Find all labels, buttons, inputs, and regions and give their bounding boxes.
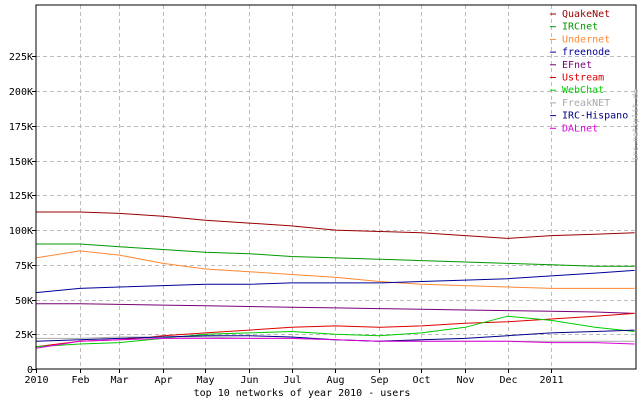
legend-item: IRC-Hispano [562,111,628,122]
legend-item: WebChat [562,85,604,96]
y-tick-label: 125K [9,191,33,202]
x-tick-label: Dec [499,375,517,386]
watermark-text: irc.netsplit.de [631,89,640,161]
x-tick-label: Feb [71,375,89,386]
series-line-freenode [35,269,635,294]
x-tick-label: Mar [110,375,128,386]
legend-item: QuakeNet [562,9,610,20]
x-tick-label: Nov [456,375,474,386]
legend-item: IRCnet [562,22,598,33]
legend-item: Undernet [562,34,610,45]
x-tick-label: Aug [326,375,344,386]
y-tick-label: 100K [9,226,33,237]
y-tick-label: 225K [9,52,33,63]
series-lines [35,211,635,349]
series-line-webchat [35,315,635,348]
legend-item: Ustream [562,73,604,84]
y-axis-ticks: 0 25K 50K 75K 100K 125K 150K 175K 200K 225K [9,52,36,376]
x-tick-label: Jul [283,375,301,386]
y-tick-label: 75K [15,261,33,272]
x-tick-label: 2011 [539,375,563,386]
x-tick-label: Sep [370,375,388,386]
x-axis-ticks: 2010 Feb Mar Apr May Jun Jul Aug Sep Oct Nov Dec 201… [24,369,564,386]
series-line-efnet [36,303,635,314]
y-tick-label: 175K [9,122,33,133]
x-tick-label: Oct [412,375,430,386]
series-line-undernet [35,250,635,289]
y-tick-label: 200K [9,87,33,98]
y-tick-label: 150K [9,157,33,168]
series-line-ircnet [36,243,635,267]
y-tick-label: 50K [15,296,33,307]
x-tick-label: Jun [240,375,258,386]
x-tick-label: May [196,375,214,386]
x-axis-caption: top 10 networks of year 2010 - users [194,388,411,399]
series-line-dalnet [35,337,635,349]
series-line-quakenet [36,211,635,239]
legend-item: EFnet [562,60,592,71]
y-tick-label: 0 [27,365,33,376]
x-tick-label: Apr [154,375,172,386]
y-tick-label: 25K [15,330,33,341]
legend-item: DALnet [562,123,598,134]
x-tick-label: 2010 [24,375,48,386]
legend-item: FreakNET [562,98,610,109]
legend-item: freenode [562,47,610,58]
